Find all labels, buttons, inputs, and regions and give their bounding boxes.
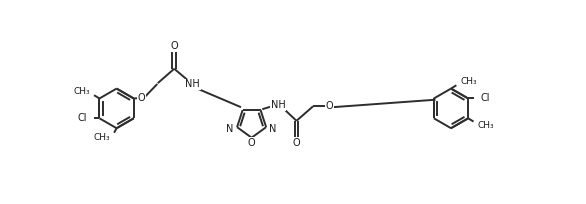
Text: Cl: Cl [480, 93, 490, 103]
Text: O: O [326, 101, 333, 111]
Text: O: O [171, 41, 178, 51]
Text: CH₃: CH₃ [461, 77, 477, 86]
Text: CH₃: CH₃ [93, 133, 110, 142]
Text: NH: NH [271, 100, 285, 110]
Text: O: O [292, 138, 300, 148]
Text: CH₃: CH₃ [478, 121, 495, 130]
Text: N: N [270, 124, 277, 134]
Text: NH: NH [185, 79, 200, 89]
Text: CH₃: CH₃ [73, 87, 90, 96]
Text: Cl: Cl [78, 113, 87, 123]
Text: O: O [248, 138, 255, 148]
Text: N: N [226, 124, 234, 134]
Text: O: O [137, 93, 145, 103]
